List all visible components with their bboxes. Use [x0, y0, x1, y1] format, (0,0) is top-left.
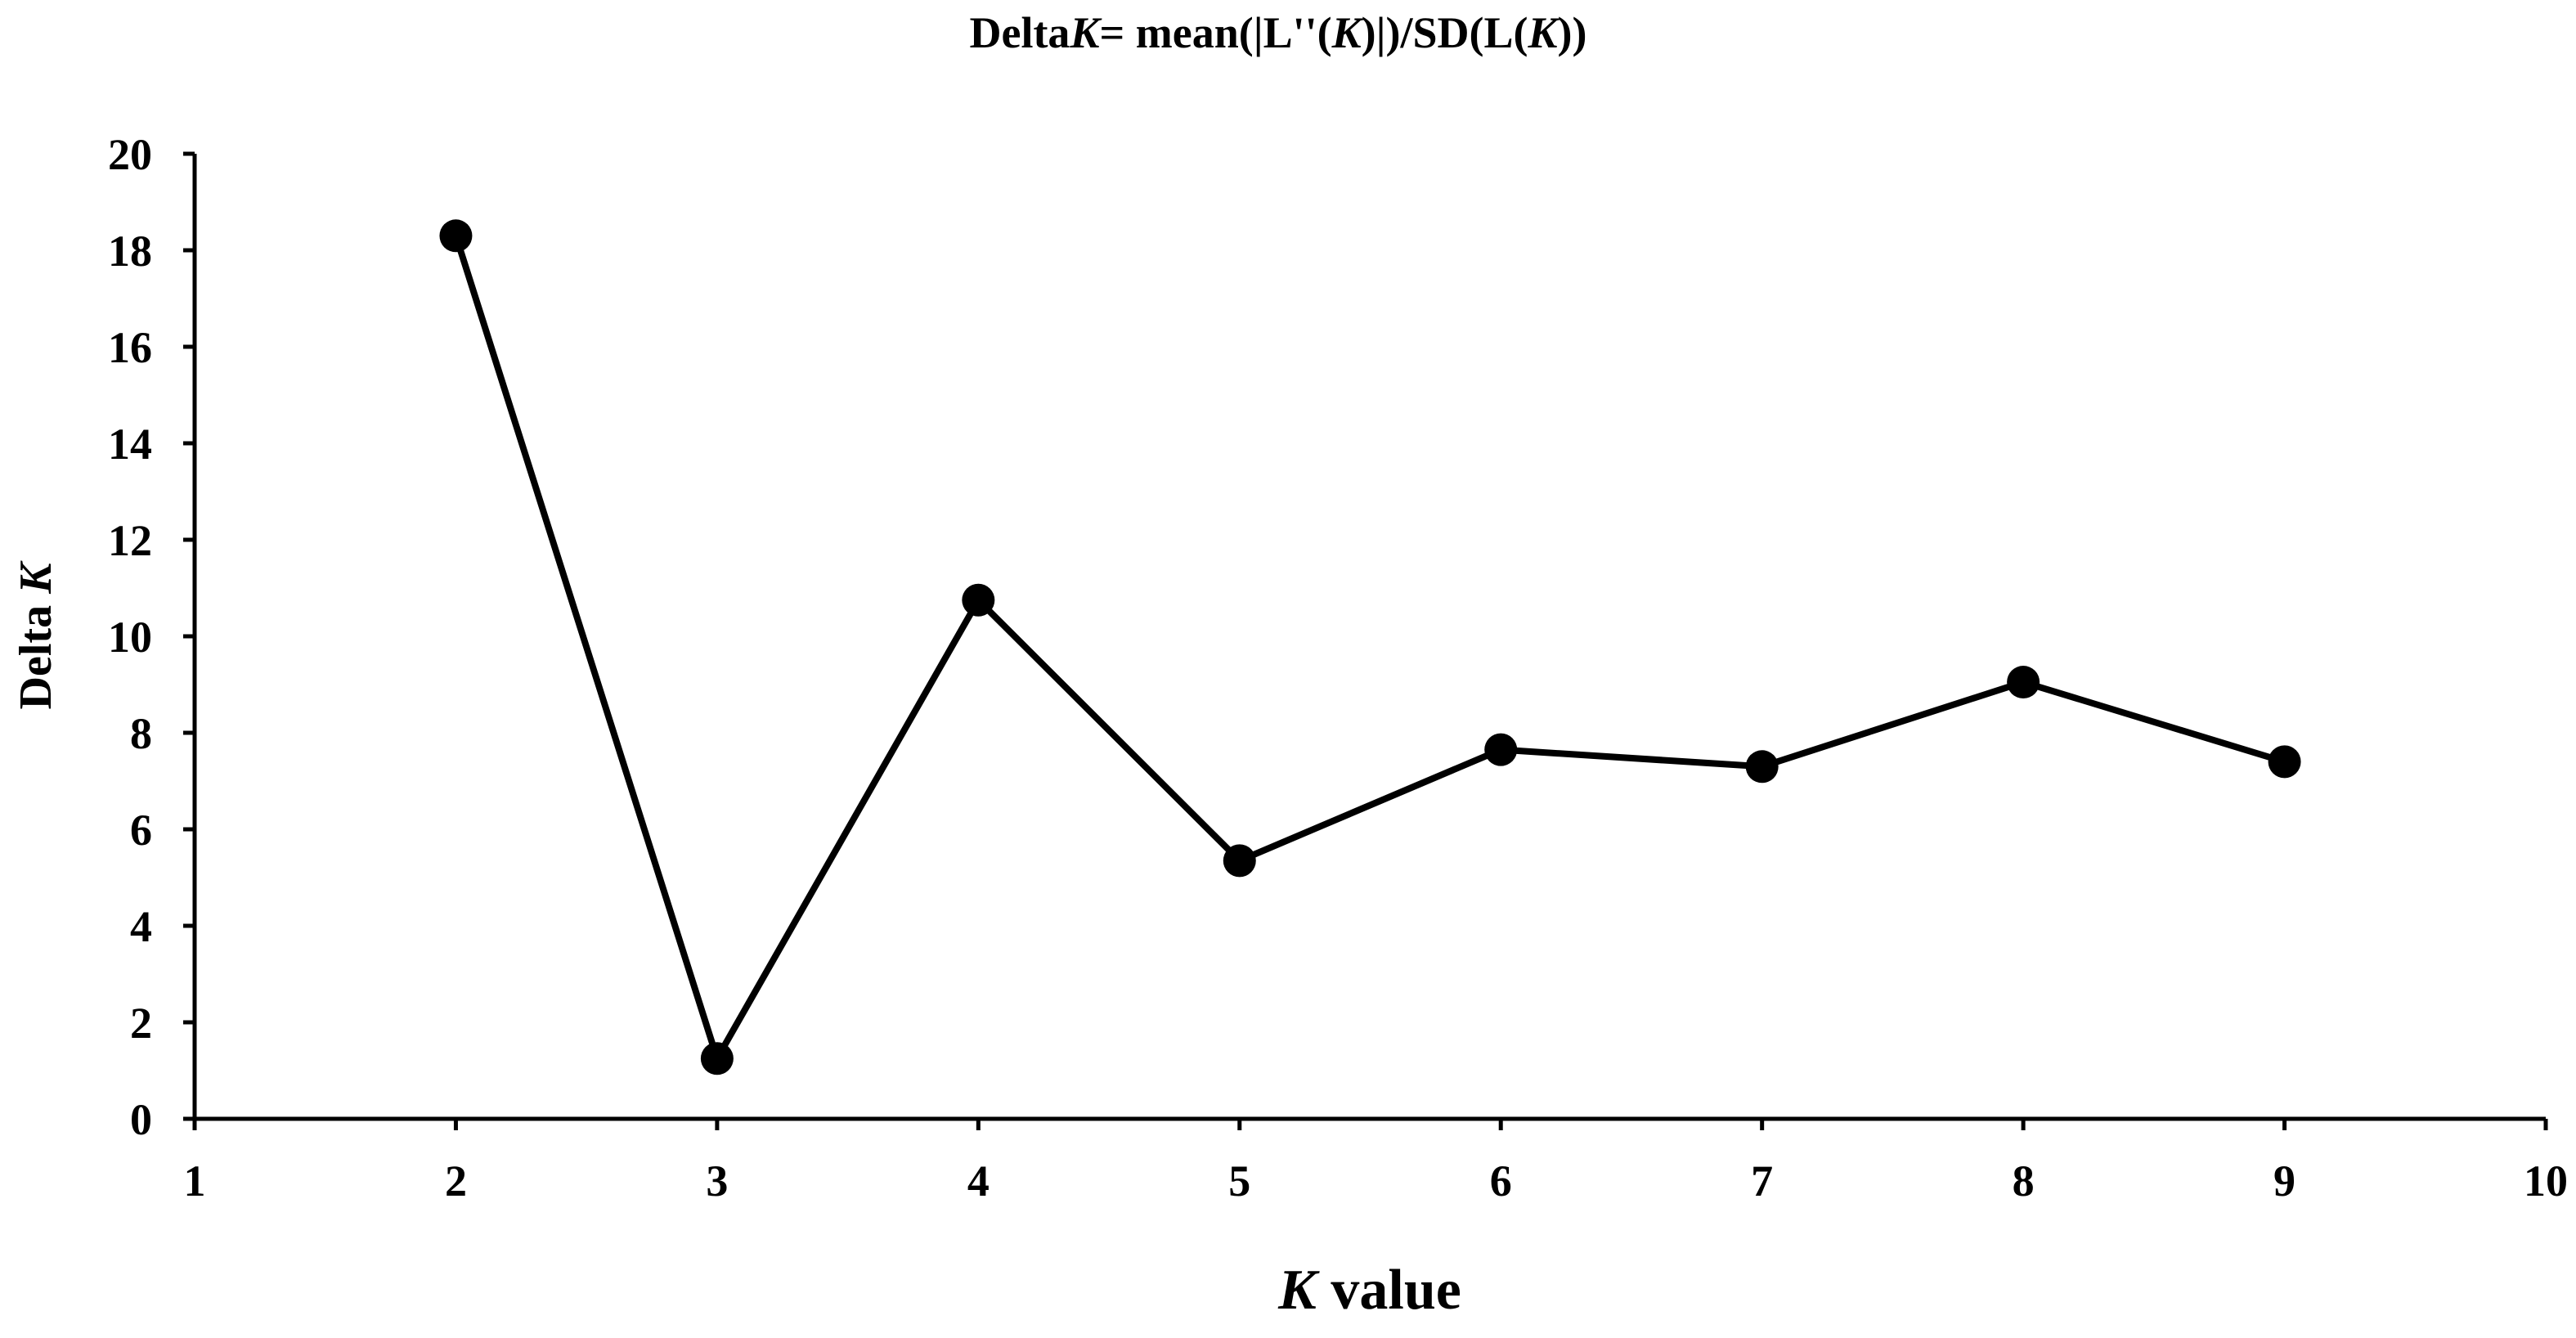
x-tick-label: 7 — [1751, 1156, 1773, 1206]
axes — [192, 154, 2546, 1121]
chart-title-part-6: )) — [1558, 8, 1587, 57]
y-axis-title-part-0: Delta — [11, 594, 61, 710]
y-tick-label: 20 — [108, 130, 152, 179]
y-tick-label: 0 — [130, 1095, 152, 1144]
chart-title-part-5: K — [1528, 8, 1561, 57]
data-point — [2007, 666, 2040, 699]
series-layer — [439, 219, 2301, 1075]
x-tick-label: 2 — [445, 1156, 467, 1206]
x-tick-label: 10 — [2524, 1156, 2568, 1206]
x-axis-title: K value — [1277, 1259, 1461, 1322]
x-tick-label: 9 — [2273, 1156, 2296, 1206]
y-tick-label: 8 — [130, 709, 152, 758]
data-point — [700, 1042, 734, 1075]
y-tick-label: 14 — [108, 420, 152, 469]
chart-title-part-0: Delta — [969, 8, 1070, 57]
data-point — [439, 219, 473, 253]
y-tick-label: 18 — [108, 227, 152, 276]
x-axis-title-part-0: K — [1277, 1259, 1320, 1322]
y-tick-label: 4 — [130, 902, 152, 951]
y-axis-title: Delta K — [11, 560, 61, 710]
chart-title-part-1: K — [1069, 8, 1102, 57]
chart-title-part-4: )|)/SD(L( — [1362, 8, 1528, 57]
x-axis-title-part-1: value — [1317, 1259, 1461, 1322]
data-point — [1223, 844, 1256, 878]
y-tick-label: 2 — [130, 999, 152, 1048]
data-point — [1484, 733, 1518, 766]
x-tick-label: 3 — [706, 1156, 728, 1206]
chart-title-part-2: = mean(|L''( — [1099, 8, 1331, 57]
x-tick-label: 5 — [1228, 1156, 1250, 1206]
x-tick-label: 8 — [2013, 1156, 2035, 1206]
y-tick-label: 16 — [108, 323, 152, 372]
chart-title-part-3: K — [1331, 8, 1365, 57]
series-line — [452, 235, 2286, 1062]
y-ticks: 0 2 4 6 8 10 12 14 16 18 20 — [108, 130, 195, 1144]
y-axis-title-part-1: K — [11, 560, 61, 595]
data-point — [1745, 750, 1779, 783]
data-point — [962, 583, 995, 617]
x-ticks: 1 2 3 4 5 6 7 8 9 10 — [184, 1119, 2568, 1206]
x-tick-label: 4 — [967, 1156, 990, 1206]
y-tick-label: 10 — [108, 613, 152, 662]
x-tick-label: 1 — [184, 1156, 206, 1206]
data-point — [2268, 745, 2301, 779]
x-tick-label: 6 — [1490, 1156, 1512, 1206]
y-tick-label: 6 — [130, 806, 152, 855]
y-tick-label: 12 — [108, 516, 152, 565]
chart-title: DeltaK= mean(|L''(K)|)/SD(L(K)) — [969, 8, 1586, 57]
